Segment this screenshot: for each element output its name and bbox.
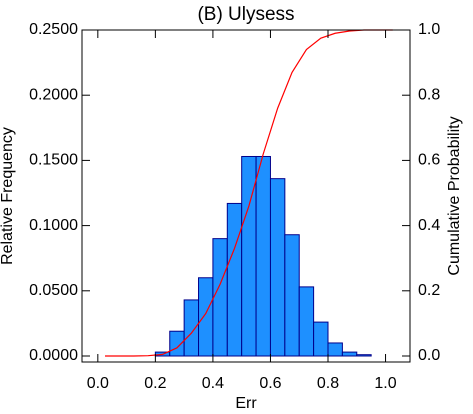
y-tick-label: 0.0000 bbox=[29, 347, 78, 364]
y-tick-label: 0.2000 bbox=[29, 86, 78, 103]
y-tick-label: 0.1000 bbox=[29, 217, 78, 234]
y2-tick-label: 0.4 bbox=[418, 217, 440, 234]
y-tick-label: 0.0500 bbox=[29, 282, 78, 299]
y2-tick-label: 0.0 bbox=[418, 347, 440, 364]
bar bbox=[255, 155, 271, 357]
bar bbox=[356, 354, 372, 357]
x-tick-label: 0.8 bbox=[317, 375, 339, 392]
y2-tick-label: 0.6 bbox=[418, 152, 440, 169]
cumulative-line bbox=[105, 29, 393, 357]
y2-tick-label: 0.8 bbox=[418, 86, 440, 103]
y2-axis-label: Cumulative Probability bbox=[446, 116, 463, 275]
y2-tick-label: 1.0 bbox=[418, 21, 440, 38]
x-axis-label: Err bbox=[235, 395, 257, 412]
x-tick-label: 0.0 bbox=[87, 375, 109, 392]
plot-frame bbox=[81, 29, 411, 363]
x-tick-label: 0.2 bbox=[144, 375, 166, 392]
bar bbox=[169, 330, 185, 357]
bar bbox=[226, 202, 243, 357]
chart-title: (B) Ulysess bbox=[197, 4, 294, 25]
bar bbox=[341, 351, 358, 357]
y-tick-label: 0.1500 bbox=[29, 152, 78, 169]
bar bbox=[284, 234, 300, 357]
y-axis-label: Relative Frequency bbox=[0, 127, 16, 265]
x-tick-label: 1.0 bbox=[374, 375, 396, 392]
bar bbox=[198, 277, 214, 357]
bar bbox=[327, 342, 343, 357]
bar bbox=[269, 178, 286, 357]
y-tick-label: 0.2500 bbox=[29, 21, 78, 38]
y2-tick-label: 0.2 bbox=[418, 282, 440, 299]
bar bbox=[298, 286, 315, 357]
bar bbox=[212, 238, 228, 357]
x-tick-label: 0.4 bbox=[202, 375, 224, 392]
bar bbox=[313, 321, 329, 357]
bar bbox=[183, 299, 200, 357]
x-tick-label: 0.6 bbox=[259, 375, 281, 392]
